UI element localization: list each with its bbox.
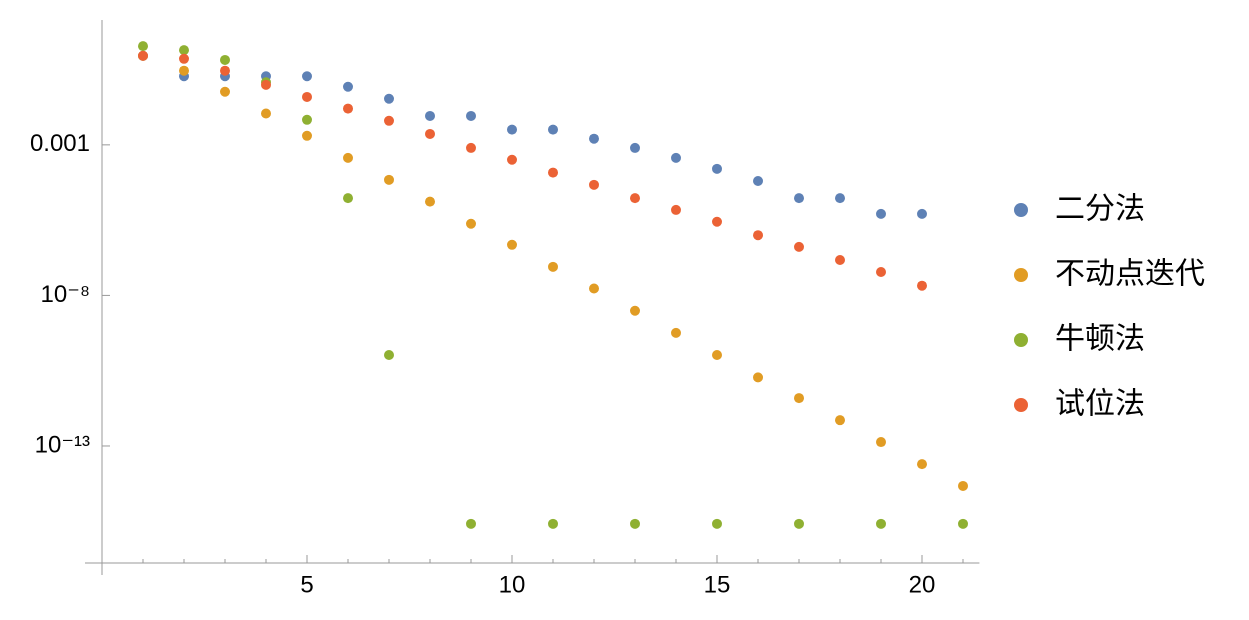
data-point [261,79,271,90]
data-point [261,108,271,119]
data-point [302,130,312,141]
data-point [466,218,476,229]
data-point [343,81,353,92]
data-point [548,518,558,529]
data-point [835,415,845,426]
legend-marker [1014,333,1028,347]
data-point [220,86,230,97]
x-tick-label: 10 [499,571,526,598]
data-point [466,110,476,121]
data-point [343,103,353,114]
data-point [958,518,968,529]
data-point [302,71,312,82]
data-point [794,193,804,204]
legend-marker [1014,203,1028,217]
data-point [630,518,640,529]
data-point [425,128,435,139]
data-point [712,163,722,174]
legend-label: 牛顿法 [1055,322,1145,357]
data-point [794,393,804,404]
data-point [179,53,189,64]
data-point [384,93,394,104]
data-point [917,280,927,291]
data-point [753,372,763,383]
data-point [671,327,681,338]
data-point [794,518,804,529]
data-point [384,115,394,126]
x-tick-label: 15 [704,571,731,598]
data-point [835,255,845,266]
data-point [876,518,886,529]
data-point [589,179,599,190]
data-point [179,45,189,56]
data-point [302,91,312,102]
legend-label: 不动点迭代 [1055,257,1205,292]
data-point [220,65,230,76]
y-tick-label: 10⁻⁸ [41,281,91,308]
data-point [384,350,394,361]
legend-label: 二分法 [1055,192,1145,227]
legend-marker [1014,398,1028,412]
data-point [876,208,886,219]
data-point [220,54,230,65]
data-point [712,216,722,227]
data-point [712,518,722,529]
data-point [630,305,640,316]
data-point [548,167,558,178]
data-point [671,204,681,215]
data-point [466,518,476,529]
data-point [466,142,476,153]
legend-marker [1014,268,1028,282]
data-point [507,239,517,250]
data-point [794,241,804,252]
data-point [548,261,558,272]
data-point [753,230,763,241]
x-tick-label: 20 [909,571,936,598]
data-point [589,283,599,294]
data-point [671,152,681,163]
data-point [917,208,927,219]
y-tick-label: 0.001 [30,130,90,157]
data-point [302,114,312,125]
data-point [712,350,722,361]
data-point [507,124,517,135]
data-point [138,50,148,61]
data-point [958,480,968,491]
data-point [630,193,640,204]
data-point [343,152,353,163]
data-point [876,266,886,277]
data-point [630,142,640,153]
data-point [876,437,886,448]
data-point [548,124,558,135]
data-point [384,174,394,185]
data-point [917,459,927,470]
data-point [343,193,353,204]
data-point [425,196,435,207]
data-point [835,193,845,204]
data-point [753,176,763,187]
legend-label: 试位法 [1055,387,1145,422]
data-point [138,41,148,52]
x-tick-label: 5 [300,571,313,598]
data-point [589,133,599,144]
y-tick-label: 10⁻¹³ [35,431,90,458]
data-point [507,154,517,165]
data-point [179,65,189,76]
data-point [425,110,435,121]
